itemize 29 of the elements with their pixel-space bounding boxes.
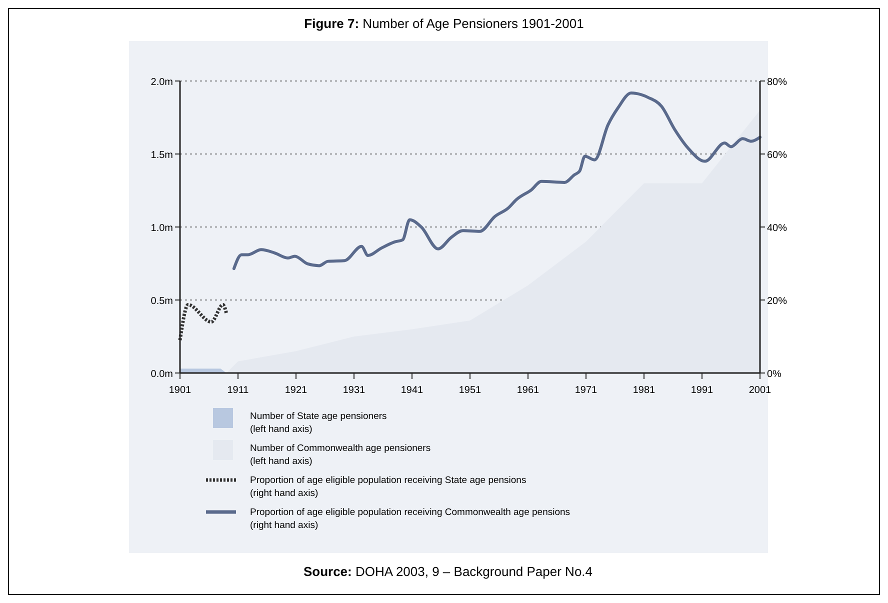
x-tick-label: 1921 [284,385,308,396]
y-tick-label: 1.5m [150,150,173,161]
legend-label: Proportion of age eligible population receiving State age pensions (right hand axis) [250,475,526,499]
x-tick-label: 1951 [458,385,482,396]
y2-tick-label: 60% [767,150,788,161]
x-tick-label: 1961 [516,385,540,396]
y2-tick-label: 80% [767,77,788,88]
line-series [232,92,762,270]
y-tick-label: 1.0m [150,223,173,234]
x-tick-label: 1911 [227,385,250,396]
legend-label: Proportion of age eligible population receiving Commonwealth age pensions (right hand axis) [250,507,570,531]
x-tick-label: 1991 [690,385,714,396]
legend-label: Number of State age pensioners (left hand axis) [250,411,388,435]
y2-tick-label: 0% [767,369,782,380]
y-tick-label: 0.0m [150,369,173,380]
y-tick-label: 0.5m [150,296,173,307]
legend-label: Number of Commonwealth age pensioners (left hand axis) [250,443,431,467]
x-tick-label: 1931 [342,385,366,396]
source-note: Source: DOHA 2003, 9 – Background Paper No.4 [303,564,593,579]
y-tick-label: 2.0m [150,77,173,88]
x-tick-label: 1941 [400,385,424,396]
x-tick-label: 1981 [632,385,656,396]
y2-tick-label: 40% [767,223,788,234]
x-tick-label: 2001 [748,385,772,396]
x-tick-label: 1971 [574,385,598,396]
x-tick-label: 1901 [168,385,192,396]
line-series [178,302,228,342]
chart-title: Figure 7: Number of Age Pensioners 1901-2001 [304,16,584,31]
y2-tick-label: 20% [767,296,788,307]
